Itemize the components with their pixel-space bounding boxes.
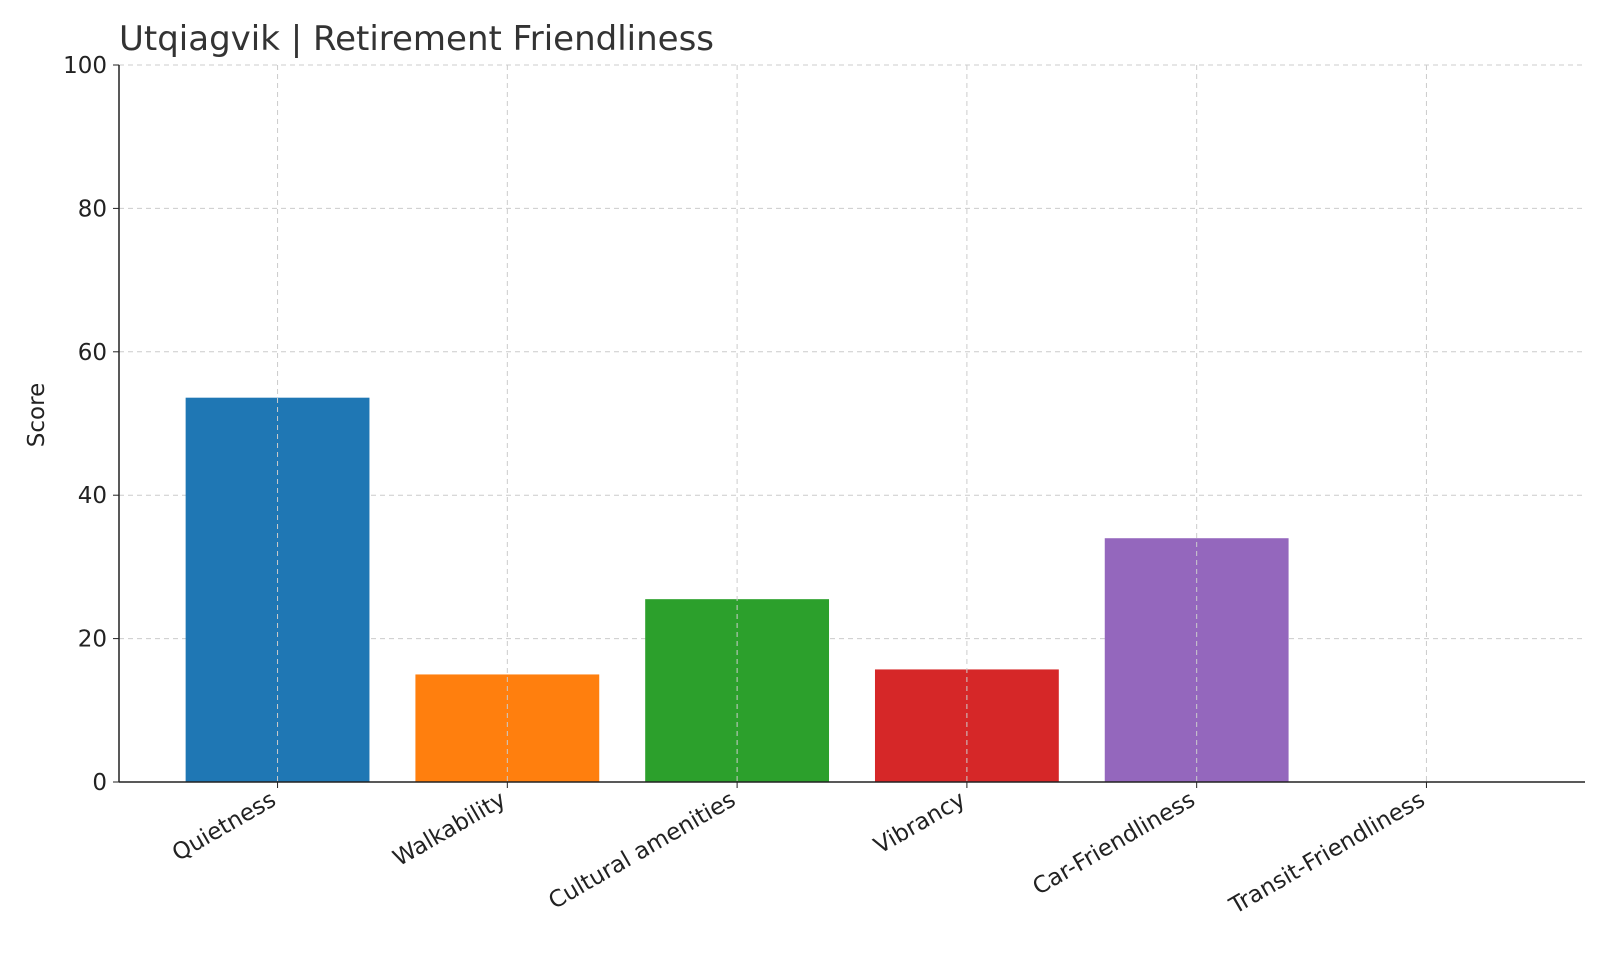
- y-tick-label: 40: [78, 483, 107, 509]
- x-tick-label: Cultural amenities: [544, 787, 740, 915]
- x-tick-label: Quietness: [168, 787, 281, 867]
- y-tick-label: 20: [78, 627, 107, 653]
- y-tick-label: 60: [78, 340, 107, 366]
- bar: [415, 674, 600, 782]
- y-tick-label: 0: [92, 770, 107, 796]
- y-axis-label: Score: [24, 383, 50, 447]
- x-tick-label: Transit-Friendliness: [1224, 787, 1429, 920]
- y-tick-label: 80: [78, 196, 107, 222]
- x-tick-label: Car-Friendliness: [1028, 787, 1199, 901]
- y-tick-label: 100: [63, 53, 107, 79]
- x-tick-label: Vibrancy: [870, 787, 970, 860]
- chart-title: Utqiagvik | Retirement Friendliness: [119, 19, 714, 59]
- x-tick-label: Walkability: [389, 787, 510, 872]
